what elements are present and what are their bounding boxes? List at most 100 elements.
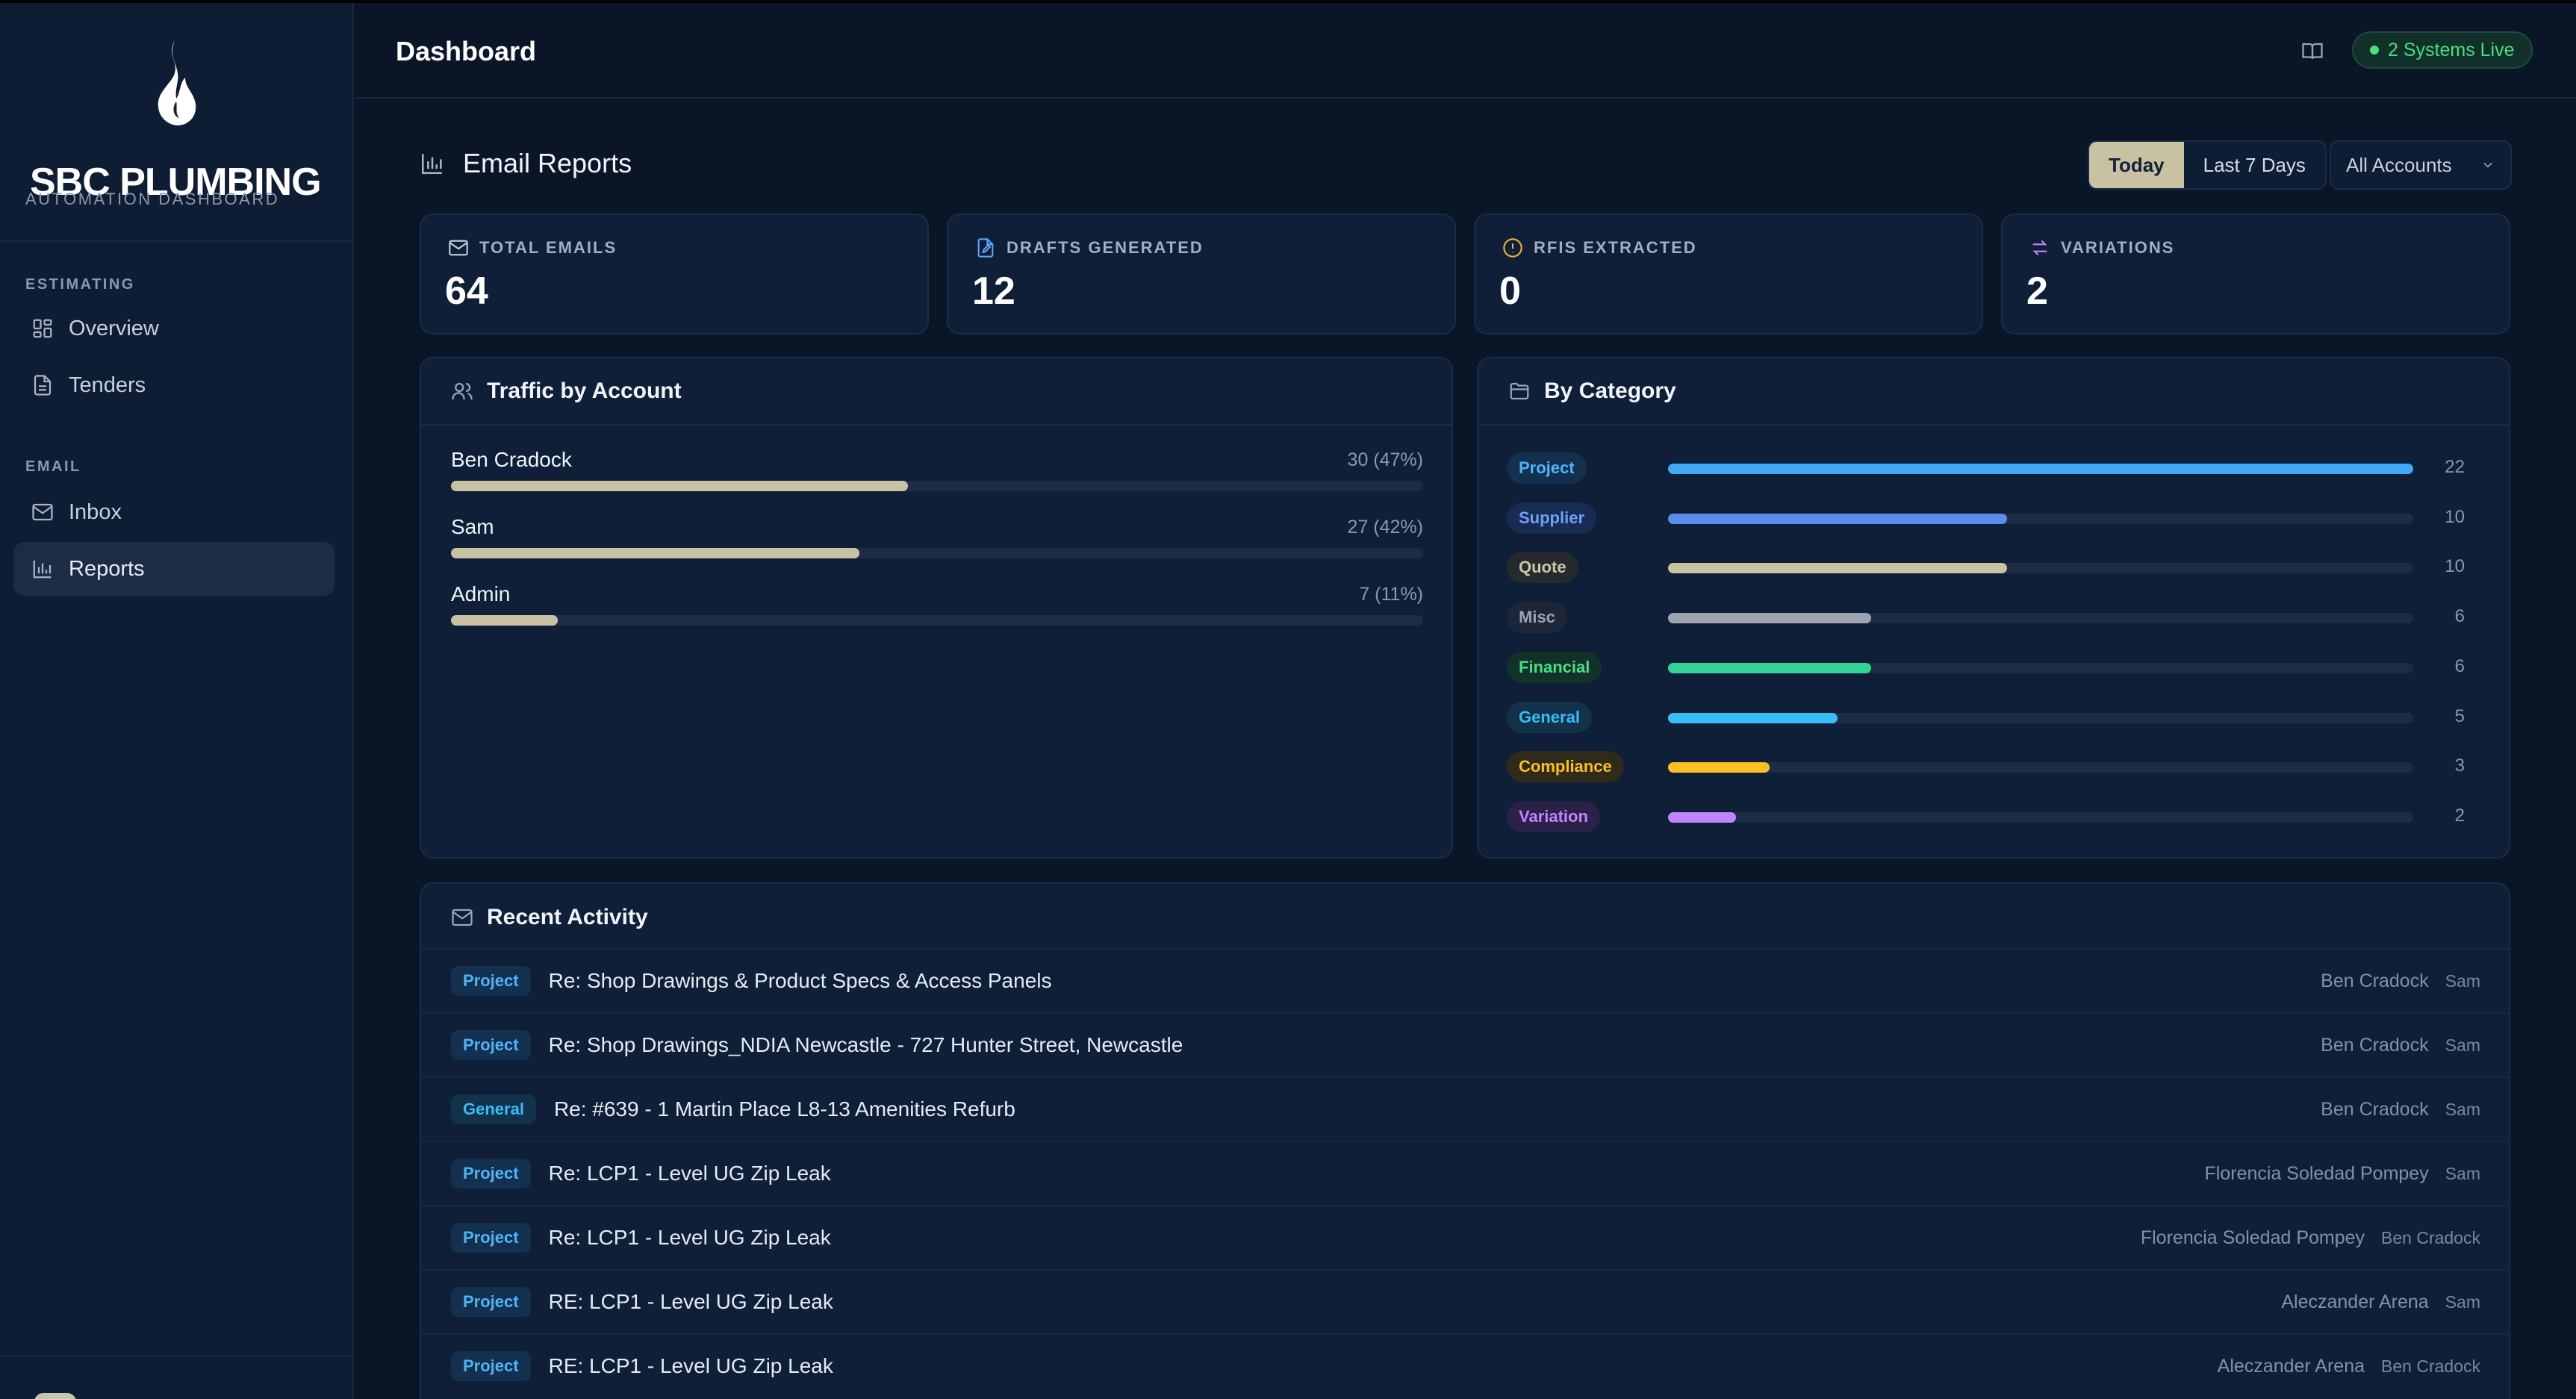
reports-heading: Email Reports <box>420 148 632 179</box>
activity-row[interactable]: Project Re: LCP1 - Level UG Zip Leak Flore… <box>421 1205 2509 1269</box>
account-bar-fill <box>451 615 559 626</box>
category-bar-fill <box>1668 563 2007 574</box>
email-from: Aleczander Arena <box>2217 1355 2365 1377</box>
activity-row[interactable]: Project Re: Shop Drawings & Product Specs… <box>421 948 2509 1012</box>
alert-circle-icon <box>1503 238 1522 258</box>
sidebar-section-email: EMAIL <box>25 458 81 475</box>
email-from: Aleczander Arena <box>2281 1291 2429 1312</box>
email-subject: Re: Shop Drawings & Product Specs & Acce… <box>548 969 1052 992</box>
swap-icon <box>2032 240 2047 256</box>
category-bar-fill <box>1668 662 1872 673</box>
account-name: Sam <box>451 515 494 538</box>
email-participants: Ben Cradock Sam <box>2321 1078 2480 1141</box>
account-count: 30 (47%) <box>1347 449 1423 470</box>
stat-label-row: DRAFTS GENERATED <box>975 237 1204 258</box>
activity-row[interactable]: Project RE: LCP1 - Level UG Zip Leak Alecz… <box>421 1269 2509 1333</box>
avatar[interactable] <box>34 1393 76 1399</box>
category-row: Financial 6 <box>1507 651 2465 686</box>
sidebar-divider <box>0 240 354 242</box>
sidebar-item-inbox[interactable]: Inbox <box>13 485 335 539</box>
email-account: Sam <box>2445 1099 2480 1119</box>
stat-value: 0 <box>1499 269 1521 313</box>
email-participants: Ben Cradock Sam <box>2321 950 2480 1012</box>
email-subject: RE: LCP1 - Level UG Zip Leak <box>548 1354 833 1377</box>
category-row: Compliance 3 <box>1507 751 2465 785</box>
email-subject: Re: Shop Drawings_NDIA Newcastle - 727 H… <box>548 1033 1183 1056</box>
book-icon[interactable] <box>2301 40 2324 63</box>
account-name: Admin <box>451 582 511 605</box>
date-range-toggle: Today Last 7 Days <box>2088 140 2327 190</box>
activity-row[interactable]: Project RE: LCP1 - Level UG Zip Leak Alecz… <box>421 1333 2509 1398</box>
email-subject: Re: LCP1 - Level UG Zip Leak <box>548 1162 831 1185</box>
range-last-7-days-button[interactable]: Last 7 Days <box>2203 153 2306 176</box>
sidebar-item-label: Overview <box>69 316 159 340</box>
sidebar-item-overview[interactable]: Overview <box>13 302 335 355</box>
category-bar-track <box>1668 563 2413 574</box>
email-participants: Aleczander Arena Ben Cradock <box>2218 1335 2480 1398</box>
panel-header: Recent Activity <box>421 884 2509 951</box>
account-filter-select[interactable]: All Accounts <box>2330 140 2512 190</box>
top-header: Dashboard 2 Systems Live <box>355 3 2576 99</box>
category-badge: Project <box>451 1159 531 1188</box>
grid-icon <box>33 319 52 338</box>
email-account: Sam <box>2445 1291 2480 1312</box>
activity-row[interactable]: Project Re: LCP1 - Level UG Zip Leak Flore… <box>421 1141 2509 1205</box>
category-row: Supplier 10 <box>1507 502 2465 537</box>
category-bar-fill <box>1668 613 1872 624</box>
stat-card-total-emails: TOTAL EMAILS 64 <box>420 214 929 334</box>
traffic-by-account-panel: Traffic by Account Ben Cradock 30 (47%) Sa… <box>420 357 1453 859</box>
page-title: Dashboard <box>396 36 537 66</box>
activity-row[interactable]: Project Re: Shop Drawings_NDIA Newcastle … <box>421 1012 2509 1076</box>
account-bar-track <box>451 481 1423 491</box>
stat-value: 2 <box>2026 269 2048 313</box>
stat-label-row: TOTAL EMAILS <box>448 237 617 258</box>
category-pill: General <box>1507 701 1592 733</box>
sidebar-item-tenders[interactable]: Tenders <box>13 358 335 412</box>
category-pill: Quote <box>1507 552 1578 584</box>
sidebar-item-reports[interactable]: Reports <box>13 542 335 596</box>
bar-chart-icon <box>421 154 442 175</box>
category-count: 6 <box>2454 606 2465 627</box>
category-pill: Variation <box>1507 800 1600 832</box>
category-bar-track <box>1668 811 2413 823</box>
category-bar-track <box>1668 712 2413 723</box>
category-count: 2 <box>2454 805 2465 826</box>
category-bar-fill <box>1668 513 2007 524</box>
section-title: Email Reports <box>463 148 632 178</box>
bar-chart-icon <box>33 560 52 579</box>
sidebar-footer-divider <box>0 1356 354 1357</box>
category-bar-fill <box>1668 762 1770 773</box>
mail-icon <box>449 240 468 256</box>
category-bar-fill <box>1668 712 1838 723</box>
category-bar-track <box>1668 513 2413 524</box>
live-dot-icon <box>2370 46 2379 54</box>
email-from: Florencia Soledad Pompey <box>2140 1227 2365 1248</box>
sidebar-item-label: Reports <box>69 556 145 581</box>
category-bar-track <box>1668 662 2413 673</box>
category-count: 10 <box>2445 506 2465 527</box>
activity-row[interactable]: General Re: #639 - 1 Martin Place L8-13 A… <box>421 1076 2509 1141</box>
account-bar-track <box>451 548 1423 558</box>
account-count: 7 (11%) <box>1359 584 1423 605</box>
account-name: Ben Cradock <box>451 448 572 471</box>
stat-label-row: VARIATIONS <box>2029 237 2174 258</box>
category-badge: Project <box>451 966 531 996</box>
panel-header: By Category <box>1478 358 2509 426</box>
email-participants: Ben Cradock Sam <box>2321 1014 2480 1076</box>
category-bar-track <box>1668 613 2413 624</box>
file-edit-icon <box>977 238 994 258</box>
category-badge: Project <box>451 1287 531 1317</box>
category-pill: Financial <box>1507 651 1602 683</box>
account-bar-fill <box>451 481 908 491</box>
range-today-button[interactable]: Today <box>2089 142 2184 188</box>
email-subject: RE: LCP1 - Level UG Zip Leak <box>548 1290 833 1313</box>
category-pill: Supplier <box>1507 502 1597 534</box>
users-icon <box>452 382 473 400</box>
category-count: 22 <box>2445 457 2465 477</box>
document-icon <box>34 375 52 396</box>
email-account: Sam <box>2445 970 2480 991</box>
sidebar-item-label: Tenders <box>69 373 146 397</box>
panel-title: Recent Activity <box>487 905 648 929</box>
mail-icon <box>32 503 53 521</box>
category-row: General 5 <box>1507 701 2465 736</box>
